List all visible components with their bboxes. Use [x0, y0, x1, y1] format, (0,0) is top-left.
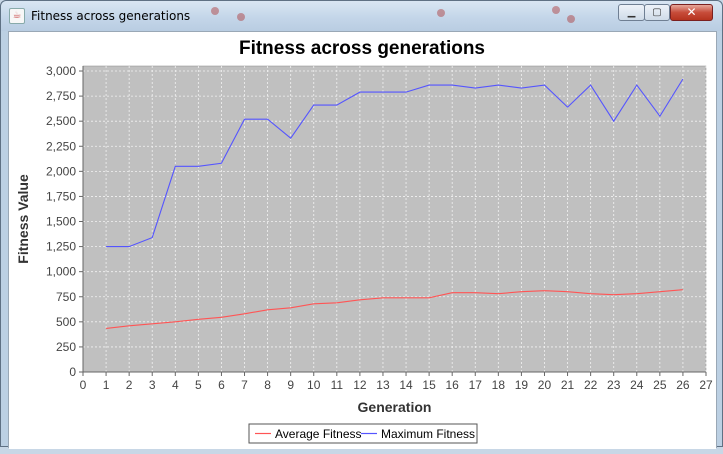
x-tick-label: 5 — [195, 378, 202, 392]
x-tick-label: 25 — [653, 378, 667, 392]
x-tick-label: 4 — [172, 378, 179, 392]
title-bar[interactable]: ☕ Fitness across generations ▁ ▢ ✕ — [1, 1, 722, 31]
x-tick-label: 2 — [126, 378, 133, 392]
x-tick-label: 17 — [469, 378, 483, 392]
x-tick-label: 20 — [538, 378, 552, 392]
x-tick-label: 15 — [422, 378, 436, 392]
legend: Average Fitness Maximum Fitness — [249, 424, 477, 443]
y-tick-label: 0 — [69, 365, 76, 379]
close-button[interactable]: ✕ — [670, 4, 713, 21]
x-tick-label: 6 — [218, 378, 225, 392]
x-tick-label: 1 — [103, 378, 110, 392]
x-tick-label: 12 — [353, 378, 367, 392]
plot-area — [83, 66, 706, 372]
x-tick-label: 23 — [607, 378, 621, 392]
window-title: Fitness across generations — [31, 9, 190, 23]
x-tick-label: 10 — [307, 378, 321, 392]
y-tick-label: 1,500 — [46, 215, 76, 229]
y-tick-label: 1,750 — [46, 189, 76, 203]
x-tick-label: 8 — [264, 378, 271, 392]
legend-label-average-fitness: Average Fitness — [275, 427, 362, 441]
x-tick-label: 22 — [584, 378, 598, 392]
x-tick-label: 13 — [376, 378, 390, 392]
x-tick-label: 21 — [561, 378, 575, 392]
y-tick-label: 2,250 — [46, 139, 76, 153]
fitness-chart: Fitness across generations 02505007501,0… — [9, 32, 716, 449]
y-tick-label: 1,250 — [46, 240, 76, 254]
maximize-button[interactable]: ▢ — [644, 4, 670, 21]
x-axis-label: Generation — [358, 399, 432, 415]
x-tick-label: 24 — [630, 378, 644, 392]
y-tick-label: 1,000 — [46, 265, 76, 279]
java-app-icon: ☕ — [9, 8, 25, 24]
x-tick-label: 19 — [515, 378, 529, 392]
x-tick-label: 26 — [676, 378, 690, 392]
x-tick-label: 0 — [80, 378, 87, 392]
y-tick-label: 500 — [56, 315, 76, 329]
background-decoration — [437, 9, 445, 17]
x-tick-label: 11 — [331, 378, 344, 392]
y-tick-label: 750 — [56, 290, 76, 304]
minimize-button[interactable]: ▁ — [618, 4, 645, 21]
x-tick-label: 7 — [241, 378, 248, 392]
x-tick-label: 9 — [287, 378, 294, 392]
y-tick-label: 2,750 — [46, 89, 76, 103]
y-tick-label: 3,000 — [46, 64, 76, 78]
background-decoration — [552, 6, 560, 14]
background-decoration — [211, 7, 219, 15]
background-decoration — [237, 13, 245, 21]
chart-title: Fitness across generations — [239, 38, 485, 59]
background-decoration — [567, 15, 575, 23]
y-axis-label: Fitness Value — [15, 174, 31, 264]
x-tick-label: 27 — [699, 378, 713, 392]
x-tick-label: 14 — [399, 378, 413, 392]
x-tick-label: 3 — [149, 378, 156, 392]
y-tick-label: 250 — [56, 340, 76, 354]
y-tick-label: 2,500 — [46, 114, 76, 128]
x-tick-label: 16 — [446, 378, 460, 392]
x-tick-label: 18 — [492, 378, 506, 392]
y-tick-label: 2,000 — [46, 164, 76, 178]
legend-label-maximum-fitness: Maximum Fitness — [381, 427, 475, 441]
